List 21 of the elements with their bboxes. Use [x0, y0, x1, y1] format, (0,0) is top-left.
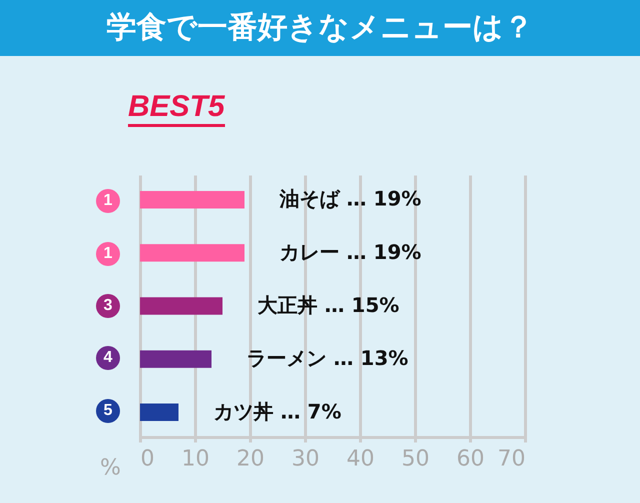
x-tick-label: 20	[236, 446, 264, 472]
chart-title: 学食で一番好きなメニューは？	[0, 0, 640, 56]
category-label: カツ丼 … 7%	[214, 399, 342, 424]
rank-badge: 3	[96, 294, 120, 318]
x-tick-label: 10	[182, 446, 210, 472]
x-tick-label: 50	[402, 446, 430, 472]
category-label: ラーメン … 13%	[246, 346, 408, 370]
x-tick-label: 60	[456, 446, 484, 472]
category-label: 大正丼 … 15%	[258, 293, 400, 317]
x-tick-label: 0	[140, 446, 154, 472]
chart-subtitle: BEST5	[128, 90, 225, 127]
x-tick-label: 40	[346, 446, 374, 472]
rank-badge: 5	[96, 398, 120, 423]
x-tick-label: 30	[292, 446, 320, 472]
rank-badge: 1	[96, 242, 120, 266]
rank-badge: 4	[96, 346, 120, 370]
category-label: 油そば … 19%	[280, 186, 422, 211]
x-axis-title: %	[100, 456, 121, 480]
category-label: カレー … 19%	[280, 240, 422, 264]
x-tick-label: 70	[498, 446, 526, 472]
rank-badge: 1	[96, 189, 120, 214]
